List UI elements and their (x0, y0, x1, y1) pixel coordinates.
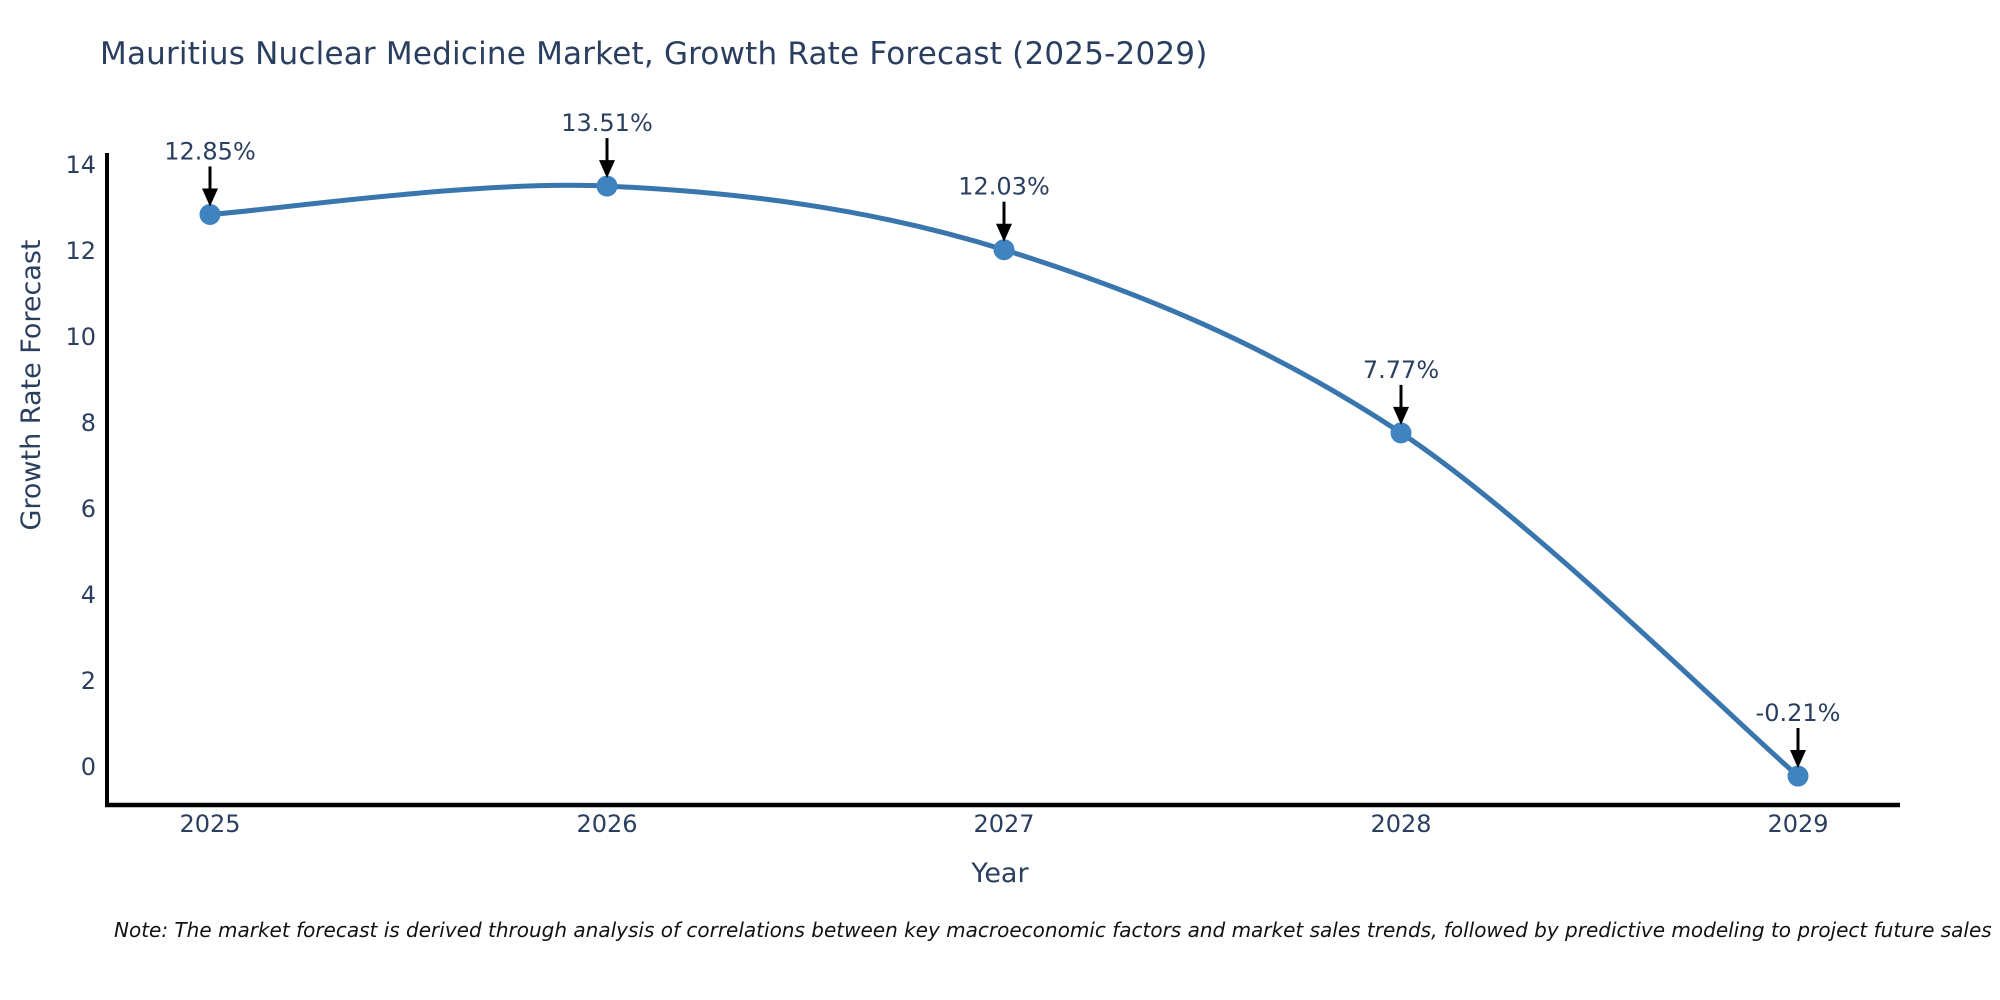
annotation: 7.77% (1363, 356, 1439, 425)
y-tick-label: 14 (65, 151, 96, 179)
y-tick-label: 10 (65, 323, 96, 351)
annotation: 12.85% (164, 137, 256, 207)
y-tick-label: 2 (81, 667, 96, 695)
annotation: -0.21% (1756, 699, 1841, 769)
annotation-label: 12.03% (958, 173, 1050, 201)
data-point-marker (596, 175, 618, 197)
annotation-arrowhead-icon (1790, 750, 1806, 769)
x-tick-label: 2029 (1767, 810, 1828, 838)
y-tick-label: 12 (65, 237, 96, 265)
y-tick-label: 0 (81, 753, 96, 781)
x-tick-label: 2028 (1370, 810, 1431, 838)
annotation-label: 7.77% (1363, 356, 1439, 384)
annotation-label: -0.21% (1756, 699, 1841, 727)
chart-title: Mauritius Nuclear Medicine Market, Growt… (100, 36, 1208, 72)
annotation: 12.03% (958, 173, 1050, 242)
annotation-label: 13.51% (561, 109, 653, 137)
x-tick-label: 2026 (576, 810, 637, 838)
annotation-label: 12.85% (164, 137, 256, 165)
y-tick-label: 6 (81, 495, 96, 523)
footnote: Note: The market forecast is derived thr… (114, 918, 1992, 942)
x-axis-title: Year (971, 858, 1029, 889)
trend-line (207, 182, 1801, 779)
annotation-arrowhead-icon (599, 160, 615, 179)
y-tick-label: 8 (81, 409, 96, 437)
data-point-marker (1390, 422, 1412, 444)
data-point-marker (993, 239, 1015, 261)
data-point-marker (199, 203, 221, 225)
data-point-marker (1787, 765, 1809, 787)
x-tick-label: 2027 (973, 810, 1034, 838)
annotation: 13.51% (561, 109, 653, 179)
annotation-arrowhead-icon (202, 188, 218, 207)
y-tick-label: 4 (81, 581, 96, 609)
annotation-arrowhead-icon (1393, 406, 1409, 425)
annotation-arrowhead-icon (996, 223, 1012, 242)
x-tick-label: 2025 (179, 810, 240, 838)
